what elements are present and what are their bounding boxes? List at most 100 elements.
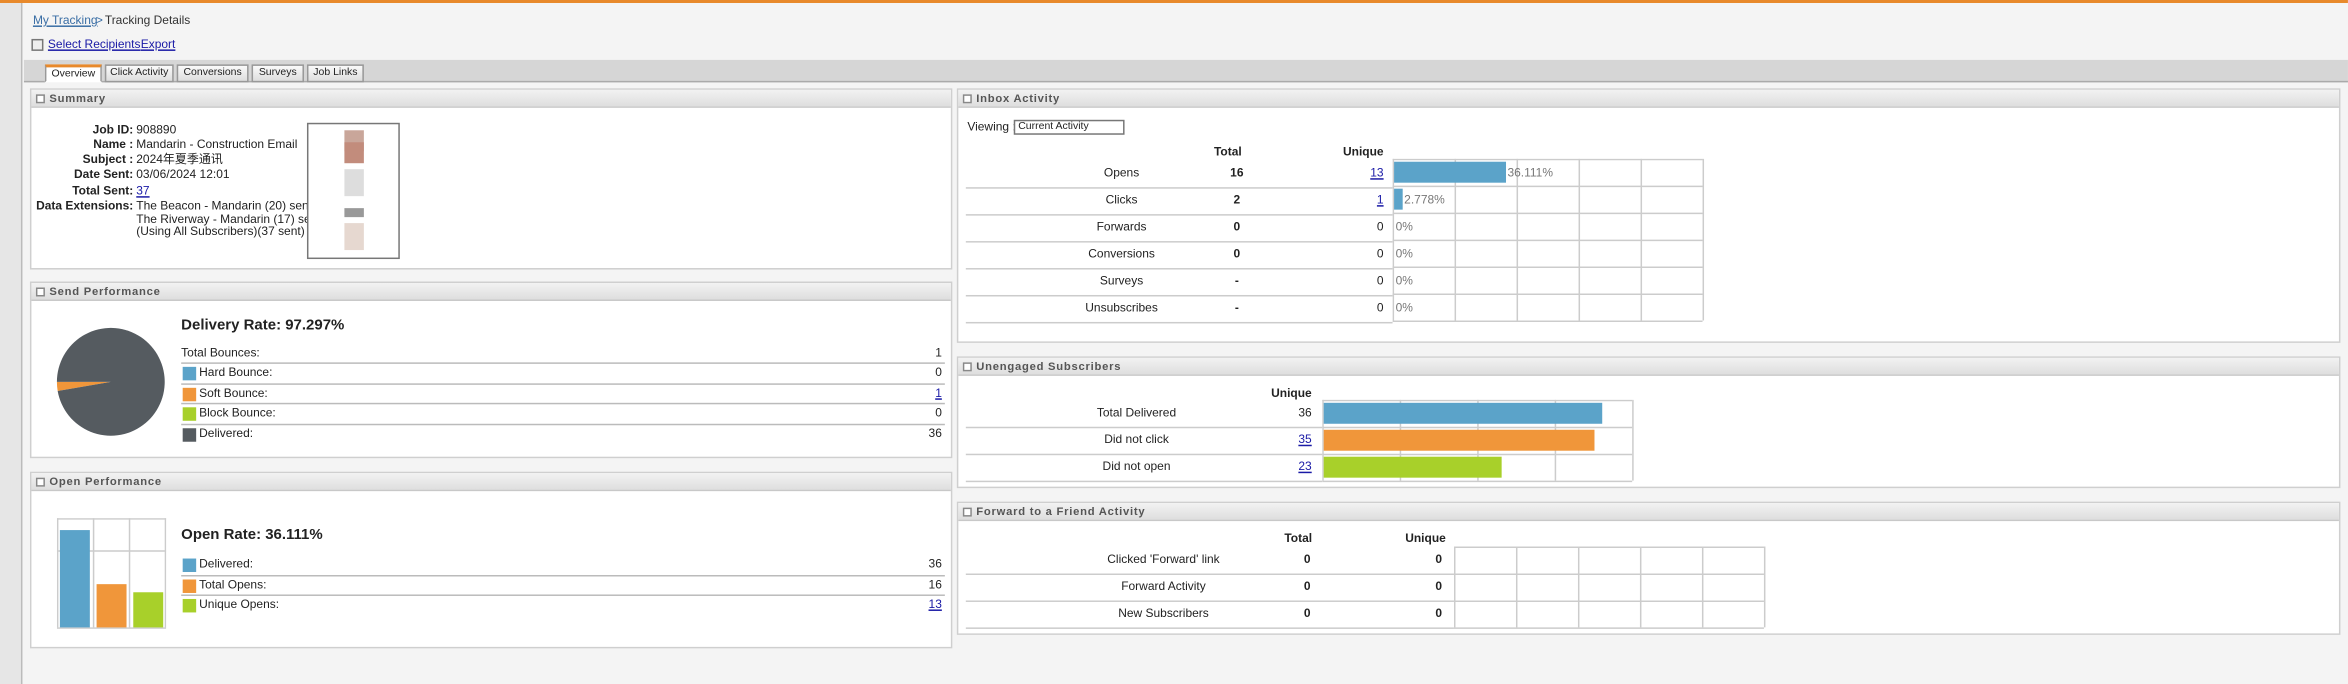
bar-grid bbox=[1322, 399, 1634, 483]
bar bbox=[1394, 188, 1403, 210]
separator bbox=[181, 574, 945, 576]
separator bbox=[965, 241, 1393, 243]
panel-header: Summary bbox=[31, 89, 951, 108]
thumbnail-block bbox=[344, 169, 364, 197]
tab[interactable]: Conversions bbox=[176, 64, 249, 83]
email-thumbnail bbox=[306, 122, 400, 260]
separator bbox=[965, 187, 1393, 189]
thumbnail-block bbox=[344, 142, 364, 164]
data-extension: The Beacon - Mandarin (20) sent bbox=[136, 199, 313, 213]
row-total: 2 bbox=[1233, 193, 1241, 207]
collapse-icon[interactable] bbox=[962, 362, 972, 372]
tab[interactable]: Job Links bbox=[306, 64, 364, 83]
row-unique[interactable]: 1 bbox=[1376, 193, 1384, 207]
field-label: Data Extensions: bbox=[36, 199, 134, 213]
row-total: - bbox=[1234, 274, 1239, 288]
row-label: Unsubscribes bbox=[1085, 300, 1158, 315]
collapse-icon[interactable] bbox=[35, 94, 45, 104]
collapse-icon[interactable] bbox=[35, 287, 45, 297]
row-value: 1 bbox=[935, 345, 942, 360]
separator bbox=[965, 573, 1454, 576]
row-label: Block Bounce: bbox=[199, 406, 276, 420]
legend-swatch bbox=[182, 558, 197, 573]
row-value[interactable]: 13 bbox=[928, 597, 942, 612]
bar bbox=[133, 592, 164, 628]
row-unique[interactable]: 13 bbox=[1370, 166, 1384, 180]
row-label: Did not click bbox=[1104, 432, 1169, 447]
field-label: Date Sent: bbox=[74, 167, 134, 182]
row-unique: 0 bbox=[1435, 552, 1442, 567]
row-value: 36 bbox=[1298, 405, 1312, 420]
legend-swatch bbox=[182, 578, 197, 593]
inbox-activity-panel: Inbox Activity Viewing : Current Activity T… bbox=[956, 88, 2341, 343]
tab[interactable]: Click Activity bbox=[104, 64, 174, 83]
separator bbox=[181, 594, 945, 597]
toolbar-button[interactable]: Export bbox=[140, 37, 176, 51]
legend-swatch bbox=[182, 407, 197, 422]
row-label: Unique Opens: bbox=[199, 597, 280, 612]
row-label: Opens bbox=[1103, 166, 1140, 180]
panel-header: Inbox Activity bbox=[958, 89, 2339, 108]
bar bbox=[1323, 456, 1502, 478]
toolbar-icon bbox=[31, 38, 44, 51]
field-label: Total Sent: bbox=[72, 184, 134, 198]
collapse-icon[interactable] bbox=[962, 94, 972, 104]
collapse-icon[interactable] bbox=[35, 477, 45, 487]
row-value[interactable]: 35 bbox=[1298, 432, 1312, 447]
row-value: 0 bbox=[935, 365, 942, 379]
separator bbox=[965, 453, 1323, 456]
breadcrumb-current: Tracking Details bbox=[104, 13, 191, 27]
panel-header: Unengaged Subscribers bbox=[958, 357, 2339, 376]
separator bbox=[965, 214, 1393, 216]
row-value[interactable]: 23 bbox=[1298, 459, 1312, 474]
row-label: Surveys bbox=[1099, 274, 1144, 288]
thumbnail-block bbox=[344, 223, 364, 251]
pie-slice bbox=[56, 381, 111, 391]
collapse-icon[interactable] bbox=[962, 507, 972, 517]
row-label: Total Opens: bbox=[199, 577, 267, 591]
data-extension: (Using All Subscribers)(37 sent) bbox=[136, 224, 305, 239]
tab[interactable]: Surveys bbox=[251, 64, 304, 83]
row-label: Forwards bbox=[1096, 220, 1147, 234]
breadcrumb-link[interactable]: My Tracking bbox=[32, 13, 98, 27]
row-total: 0 bbox=[1303, 606, 1311, 620]
rate-heading: Open Rate: 36.111% bbox=[181, 527, 323, 544]
row-label: Delivered: bbox=[199, 557, 254, 571]
row-label: New Subscribers bbox=[1118, 606, 1209, 620]
percent-label: 0% bbox=[1395, 300, 1413, 315]
separator bbox=[181, 402, 945, 405]
row-value: 16 bbox=[928, 577, 942, 591]
bar bbox=[1394, 161, 1507, 183]
panel-title: Open Performance bbox=[49, 473, 162, 488]
percent-label: 2.778% bbox=[1404, 193, 1445, 207]
row-unique: 0 bbox=[1376, 300, 1384, 315]
percent-label: 0% bbox=[1395, 247, 1413, 261]
breadcrumb-separator: > bbox=[95, 13, 103, 27]
row-total: 0 bbox=[1233, 220, 1241, 234]
legend-swatch bbox=[182, 387, 197, 401]
viewing-label: Viewing : bbox=[967, 119, 1016, 134]
bar bbox=[59, 530, 90, 628]
row-total: 16 bbox=[1230, 166, 1244, 180]
panel-header: Open Performance bbox=[31, 473, 951, 492]
bar-grid bbox=[1392, 158, 1705, 322]
toolbar-button[interactable]: Select Recipients bbox=[47, 37, 141, 51]
view-select[interactable]: Current Activity bbox=[1013, 119, 1125, 135]
unengaged-panel: Unengaged Subscribers Unique Total Deliver… bbox=[956, 356, 2341, 489]
separator bbox=[965, 627, 1454, 629]
row-label: Conversions bbox=[1088, 247, 1155, 261]
row-label: Hard Bounce: bbox=[199, 365, 273, 379]
bar bbox=[96, 584, 127, 628]
field-value: 908890 bbox=[136, 122, 177, 137]
field-value[interactable]: 37 bbox=[136, 184, 150, 198]
column-header: Unique bbox=[1405, 531, 1446, 546]
row-total: 0 bbox=[1233, 247, 1241, 261]
column-header: Total bbox=[1284, 531, 1313, 546]
field-label: Job ID: bbox=[92, 122, 134, 137]
tab[interactable]: Overview bbox=[44, 64, 102, 83]
row-label: Total Bounces: bbox=[181, 345, 260, 360]
separator bbox=[965, 294, 1393, 297]
row-value[interactable]: 1 bbox=[935, 385, 942, 400]
row-total: - bbox=[1234, 300, 1239, 315]
field-value: Mandarin - Construction Email bbox=[136, 137, 298, 152]
